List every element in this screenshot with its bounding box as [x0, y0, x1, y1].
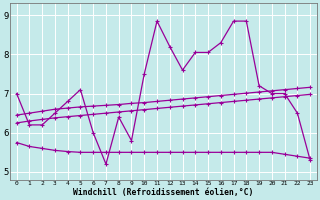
X-axis label: Windchill (Refroidissement éolien,°C): Windchill (Refroidissement éolien,°C)	[73, 188, 253, 197]
